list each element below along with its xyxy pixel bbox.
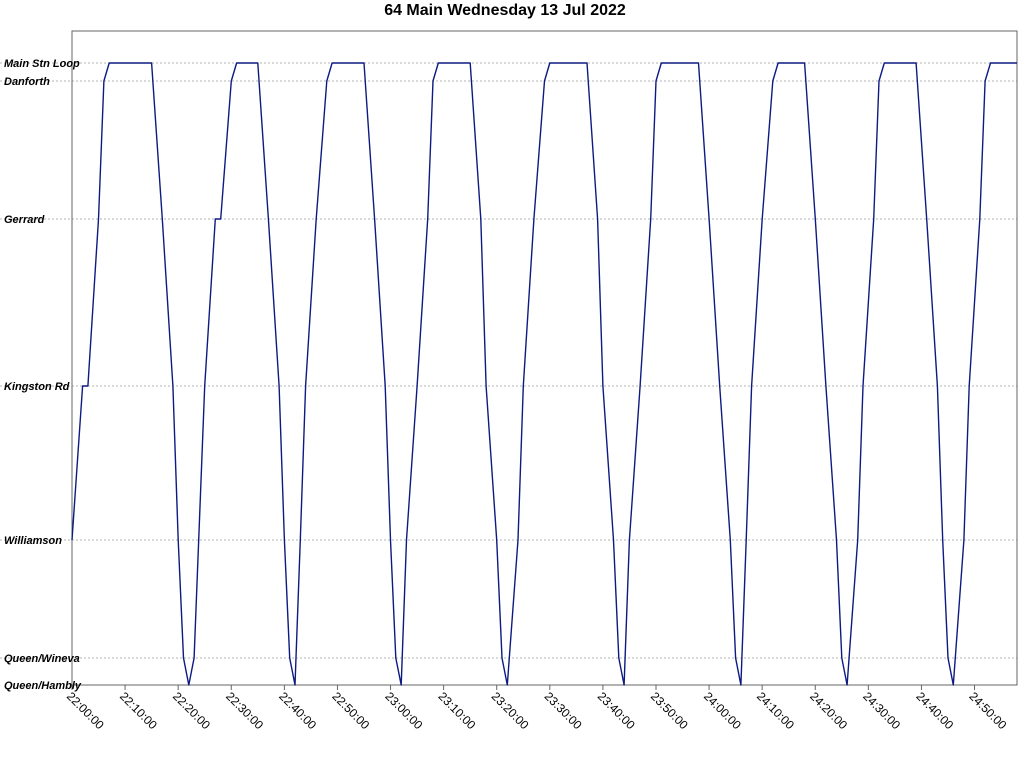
- chart-title: 64 Main Wednesday 13 Jul 2022: [384, 2, 626, 19]
- x-tick-label-16: 24:40:00: [913, 689, 956, 732]
- plot-frame: [71, 30, 1018, 686]
- x-tick-label-5: 22:50:00: [329, 689, 372, 732]
- y-label-3: Kingston Rd: [4, 381, 70, 393]
- x-tick-label-4: 22:40:00: [276, 689, 319, 732]
- x-tick-label-6: 23:00:00: [382, 689, 425, 732]
- x-tick-label-12: 24:00:00: [701, 689, 744, 732]
- x-tick-label-1: 22:10:00: [117, 689, 160, 732]
- y-label-4: Williamson: [4, 535, 62, 547]
- x-tick-label-7: 23:10:00: [436, 689, 479, 732]
- y-axis-labels: Main Stn Loop Danforth Gerrard Kingston Rd W…: [4, 58, 82, 692]
- y-label-5: Queen/Wineva: [4, 653, 80, 665]
- x-tick-label-2: 22:20:00: [170, 689, 213, 732]
- x-tick-label-10: 23:40:00: [595, 689, 638, 732]
- trace-layer: [71, 62, 1017, 686]
- x-tick-label-13: 24:10:00: [754, 689, 797, 732]
- x-tick-label-8: 23:20:00: [489, 689, 532, 732]
- x-tick-label-15: 24:30:00: [860, 689, 903, 732]
- y-label-2: Gerrard: [4, 214, 45, 226]
- grid-layer: [0, 62, 1017, 659]
- x-tick-label-3: 22:30:00: [223, 689, 266, 732]
- x-tick-label-0: 22:00:00: [64, 689, 107, 732]
- vehicle-trace-0: [71, 62, 1017, 686]
- x-tick-label-14: 24:20:00: [807, 689, 850, 732]
- x-axis-labels: 22:00:00 22:10:00 22:20:00 22:30:00 22:40:00…: [64, 689, 1010, 732]
- y-label-6: Queen/Hambly: [4, 680, 82, 692]
- x-tick-label-9: 23:30:00: [542, 689, 585, 732]
- x-tick-label-17: 24:50:00: [966, 689, 1009, 732]
- y-label-1: Danforth: [4, 76, 50, 88]
- y-label-0: Main Stn Loop: [4, 58, 80, 70]
- x-tick-label-11: 23:50:00: [648, 689, 691, 732]
- axis-layer: [71, 30, 1018, 690]
